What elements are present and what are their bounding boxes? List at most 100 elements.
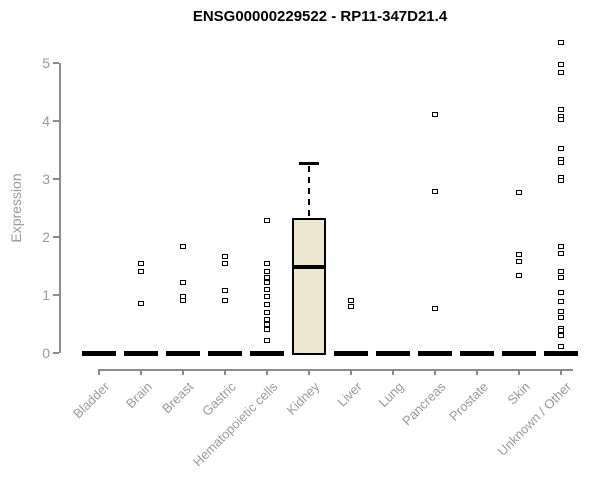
whisker-cap [299, 161, 319, 165]
y-tick-label: 0 [42, 345, 50, 361]
zero-bar [82, 351, 116, 356]
x-tick [518, 369, 520, 375]
outlier-point [222, 288, 228, 294]
outlier-point [558, 343, 564, 349]
zero-bar [502, 351, 536, 356]
x-tick [350, 369, 352, 375]
outlier-point [432, 188, 438, 194]
x-tick-label: Gastric [198, 379, 239, 419]
x-tick-label: Skin [504, 379, 533, 408]
outlier-point [516, 252, 522, 258]
outlier-point [516, 273, 522, 279]
outlier-point [138, 300, 144, 306]
outlier-point [558, 107, 564, 113]
outlier-point [222, 254, 228, 260]
x-tick-label: Prostate [445, 379, 491, 424]
outlier-point [558, 289, 564, 295]
whisker [308, 165, 310, 216]
zero-bar [166, 351, 200, 356]
outlier-point [180, 297, 186, 303]
x-tick [392, 369, 394, 375]
x-tick-label: Unknown / Other [495, 379, 575, 459]
outlier-point [264, 280, 270, 286]
outlier-point [180, 244, 186, 250]
x-tick-label: Lung [375, 379, 407, 411]
x-axis-line [99, 369, 573, 371]
x-tick [140, 369, 142, 375]
y-axis-line [59, 63, 61, 353]
y-tick [53, 236, 59, 238]
x-tick-label: Kidney [283, 379, 323, 418]
outlier-point [516, 259, 522, 265]
x-tick [266, 369, 268, 375]
median-line [292, 265, 326, 270]
outlier-point [558, 269, 564, 275]
outlier-point [264, 286, 270, 292]
x-tick-label: Pancreas [399, 379, 449, 429]
x-tick [98, 369, 100, 375]
outlier-point [558, 251, 564, 257]
y-tick-label: 5 [42, 55, 50, 71]
outlier-point [432, 111, 438, 117]
y-tick [53, 178, 59, 180]
x-tick [560, 369, 562, 375]
outlier-point [558, 39, 564, 45]
box-kidney [292, 217, 326, 355]
outlier-point [558, 332, 564, 338]
x-tick [476, 369, 478, 375]
x-tick [224, 369, 226, 375]
outlier-point [558, 70, 564, 76]
outlier-point [558, 299, 564, 305]
outlier-point [516, 190, 522, 196]
y-tick-label: 1 [42, 287, 50, 303]
zero-bar [334, 351, 368, 356]
outlier-point [138, 260, 144, 266]
outlier-point [558, 178, 564, 184]
outlier-point [264, 310, 270, 316]
zero-bar [250, 351, 284, 356]
y-tick [53, 62, 59, 64]
y-tick-label: 4 [42, 113, 50, 129]
outlier-point [264, 268, 270, 274]
outlier-point [264, 321, 270, 327]
x-tick-label: Breast [159, 379, 197, 417]
x-tick [434, 369, 436, 375]
chart-title: ENSG00000229522 - RP11-347D21.4 [192, 8, 448, 25]
outlier-point [264, 274, 270, 280]
outlier-point [558, 145, 564, 151]
y-tick [53, 294, 59, 296]
zero-bar [376, 351, 410, 356]
outlier-point [264, 294, 270, 300]
outlier-point [432, 305, 438, 311]
outlier-point [264, 218, 270, 224]
outlier-point [222, 260, 228, 266]
zero-bar [544, 351, 578, 356]
x-tick [182, 369, 184, 375]
outlier-point [558, 117, 564, 123]
outlier-point [264, 260, 270, 266]
zero-bar [208, 351, 242, 356]
outlier-point [264, 327, 270, 333]
outlier-point [558, 61, 564, 67]
zero-bar [124, 351, 158, 356]
outlier-point [138, 269, 144, 275]
zero-bar [460, 351, 494, 356]
y-tick [53, 352, 59, 354]
x-tick-label: Brain [122, 379, 155, 412]
zero-bar [418, 351, 452, 356]
outlier-point [348, 298, 354, 304]
outlier-point [264, 302, 270, 308]
x-tick-label: Bladder [70, 379, 113, 422]
x-tick-label: Liver [334, 379, 365, 410]
outlier-point [558, 314, 564, 320]
outlier-point [264, 338, 270, 344]
outlier-point [558, 309, 564, 315]
outlier-point [558, 243, 564, 249]
outlier-point [558, 160, 564, 166]
outlier-point [348, 304, 354, 310]
outlier-point [180, 280, 186, 286]
y-tick-label: 2 [42, 229, 50, 245]
outlier-point [558, 274, 564, 280]
x-tick [308, 369, 310, 375]
